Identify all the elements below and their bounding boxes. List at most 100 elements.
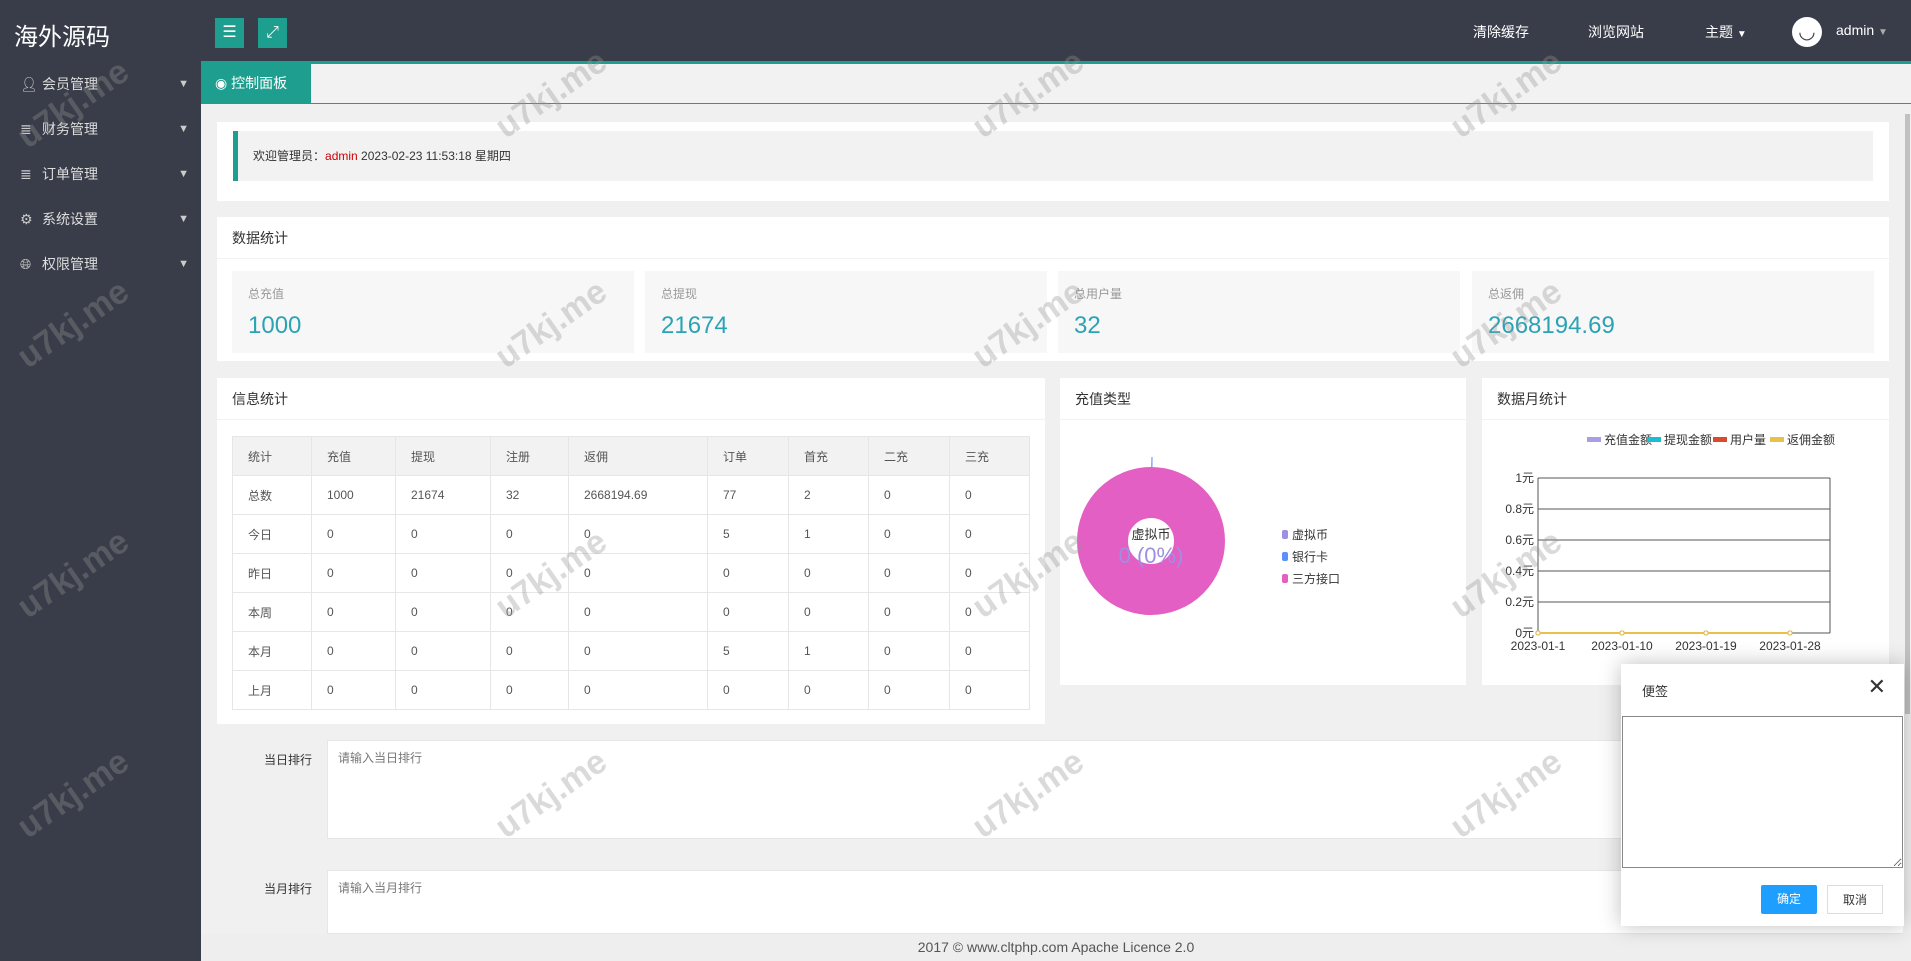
theme-label: 主题 [1705, 24, 1733, 40]
table-cell: 0 [788, 670, 869, 710]
card-title: 数据统计 [217, 217, 1889, 259]
legend-label[interactable]: 银行卡 [1292, 550, 1328, 564]
note-textarea[interactable] [1622, 716, 1903, 868]
column-header: 返佣 [568, 436, 708, 476]
sidebar-item-finance[interactable]: ≣ 财务管理 ▼ [0, 107, 201, 152]
footer: 2017 © www.cltphp.com Apache Licence 2.0 [201, 934, 1911, 961]
table-cell: 0 [311, 553, 396, 593]
fullscreen-button[interactable]: ⤢ [258, 18, 287, 48]
legend-swatch [1282, 574, 1288, 583]
table-cell: 0 [868, 475, 950, 515]
stat-value: 32 [1074, 312, 1101, 339]
legend-swatch [1647, 437, 1661, 442]
sidebar-item-label: 财务管理 [42, 121, 98, 137]
table-cell: 0 [311, 514, 396, 554]
avatar[interactable]: ◡ [1792, 17, 1822, 47]
stat-total-recharge: 总充值 1000 [232, 271, 634, 353]
table-cell: 0 [707, 670, 789, 710]
table-cell: 本月 [232, 631, 312, 671]
stat-total-commission: 总返佣 2668194.69 [1472, 271, 1874, 353]
data-point[interactable] [1535, 630, 1541, 636]
legend-label[interactable]: 提现金额 [1664, 432, 1712, 447]
legend-label[interactable]: 虚拟币 [1292, 528, 1328, 542]
sidebar-item-orders[interactable]: ≣ 订单管理 ▼ [0, 152, 201, 197]
y-tick-label: 0.6元 [1505, 533, 1534, 547]
welcome-prefix: 欢迎管理员： [253, 149, 326, 163]
table-cell: 0 [868, 670, 950, 710]
table-cell: 0 [949, 631, 1030, 671]
table-cell: 0 [395, 670, 491, 710]
table-cell: 32 [490, 475, 569, 515]
user-name: admin [1836, 22, 1875, 38]
globe-icon: 🌐︎ [20, 256, 32, 272]
table-cell: 1000 [311, 475, 396, 515]
table-cell: 0 [788, 553, 869, 593]
table-cell: 0 [568, 514, 708, 554]
table-cell: 0 [395, 592, 491, 632]
sidebar-item-label: 订单管理 [42, 166, 98, 182]
table-cell: 0 [311, 592, 396, 632]
browse-site-link[interactable]: 浏览网站 [1588, 24, 1644, 40]
table-row: 今日 0 0 0 0 5 1 0 0 [232, 514, 1030, 554]
welcome-card: 欢迎管理员：admin 2023-02-23 11:53:18 星期四 [217, 122, 1889, 201]
table-cell: 2 [788, 475, 869, 515]
cancel-button[interactable]: 取消 [1827, 885, 1883, 914]
user-menu[interactable]: admin ▼ [1836, 22, 1888, 38]
sidebar-item-label: 权限管理 [42, 256, 98, 272]
stat-label: 总返佣 [1488, 287, 1525, 301]
tab-dashboard[interactable]: ◉ 控制面板 [201, 64, 311, 103]
table-cell: 0 [788, 592, 869, 632]
info-table: 统计 充值 提现 注册 返佣 订单 首充 二充 三充 总数 1000 21674 32 2668194.6… [232, 436, 1030, 710]
stat-value: 1000 [248, 312, 302, 339]
confirm-button[interactable]: 确定 [1761, 885, 1817, 914]
card-title: 信息统计 [217, 378, 1045, 420]
table-cell: 0 [490, 592, 569, 632]
pie-center-label: 虚拟币 [1131, 527, 1170, 542]
pie-center-value: 0 (0%) [1119, 543, 1184, 568]
sidebar-item-settings[interactable]: ⚙ 系统设置 ▼ [0, 197, 201, 242]
clear-cache-link[interactable]: 清除缓存 [1473, 24, 1529, 40]
table-cell: 今日 [232, 514, 312, 554]
table-cell: 1 [788, 514, 869, 554]
theme-menu[interactable]: 主题 ▼ [1705, 22, 1747, 42]
legend-label[interactable]: 三方接口 [1292, 571, 1340, 586]
welcome-datetime: 2023-02-23 11:53:18 星期四 [361, 149, 511, 163]
dialog-title: 便签 [1642, 684, 1669, 699]
sidebar-item-members[interactable]: 👤︎ 会员管理 ▼ [0, 62, 201, 107]
table-cell: 0 [949, 553, 1030, 593]
legend-label[interactable]: 充值金额 [1604, 432, 1652, 447]
menu-toggle-button[interactable]: ☰ [215, 18, 244, 48]
table-cell: 上月 [232, 670, 312, 710]
line-chart: 0元 0.2元 0.4元 0.6元 0.8元 1元 2023-01-1 2023-01-10 2… [1505, 432, 1835, 653]
logo: 海外源码 [14, 24, 110, 51]
scrollbar[interactable] [1903, 104, 1911, 934]
column-header: 二充 [868, 436, 950, 476]
table-cell: 0 [868, 514, 950, 554]
stat-label: 总用户量 [1074, 287, 1123, 301]
legend-swatch [1713, 437, 1727, 442]
legend-label[interactable]: 用户量 [1730, 432, 1766, 447]
table-row: 昨日 0 0 0 0 0 0 0 0 [232, 553, 1030, 593]
sidebar-item-permissions[interactable]: 🌐︎ 权限管理 ▼ [0, 242, 201, 287]
legend-swatch [1282, 552, 1288, 561]
close-icon[interactable]: ✕ [1867, 674, 1886, 699]
pie-slice[interactable] [1077, 467, 1225, 615]
data-point[interactable] [1703, 630, 1709, 636]
column-header: 提现 [395, 436, 491, 476]
table-cell: 77 [707, 475, 789, 515]
data-point[interactable] [1619, 630, 1625, 636]
y-tick-label: 0.2元 [1505, 595, 1534, 609]
column-header: 注册 [490, 436, 569, 476]
welcome-banner: 欢迎管理员：admin 2023-02-23 11:53:18 星期四 [233, 131, 1873, 181]
y-tick-label: 0.8元 [1505, 502, 1534, 516]
table-cell: 0 [568, 670, 708, 710]
table-cell: 本周 [232, 592, 312, 632]
table-cell: 0 [490, 553, 569, 593]
table-cell: 0 [568, 592, 708, 632]
legend-label[interactable]: 返佣金额 [1787, 432, 1835, 447]
database-icon: ≣ [20, 166, 32, 182]
top-bar: 海外源码 ☰ ⤢ 清除缓存 浏览网站 主题 ▼ ◡ admin ▼ [0, 0, 1911, 61]
data-point[interactable] [1787, 630, 1793, 636]
column-header: 三充 [949, 436, 1030, 476]
